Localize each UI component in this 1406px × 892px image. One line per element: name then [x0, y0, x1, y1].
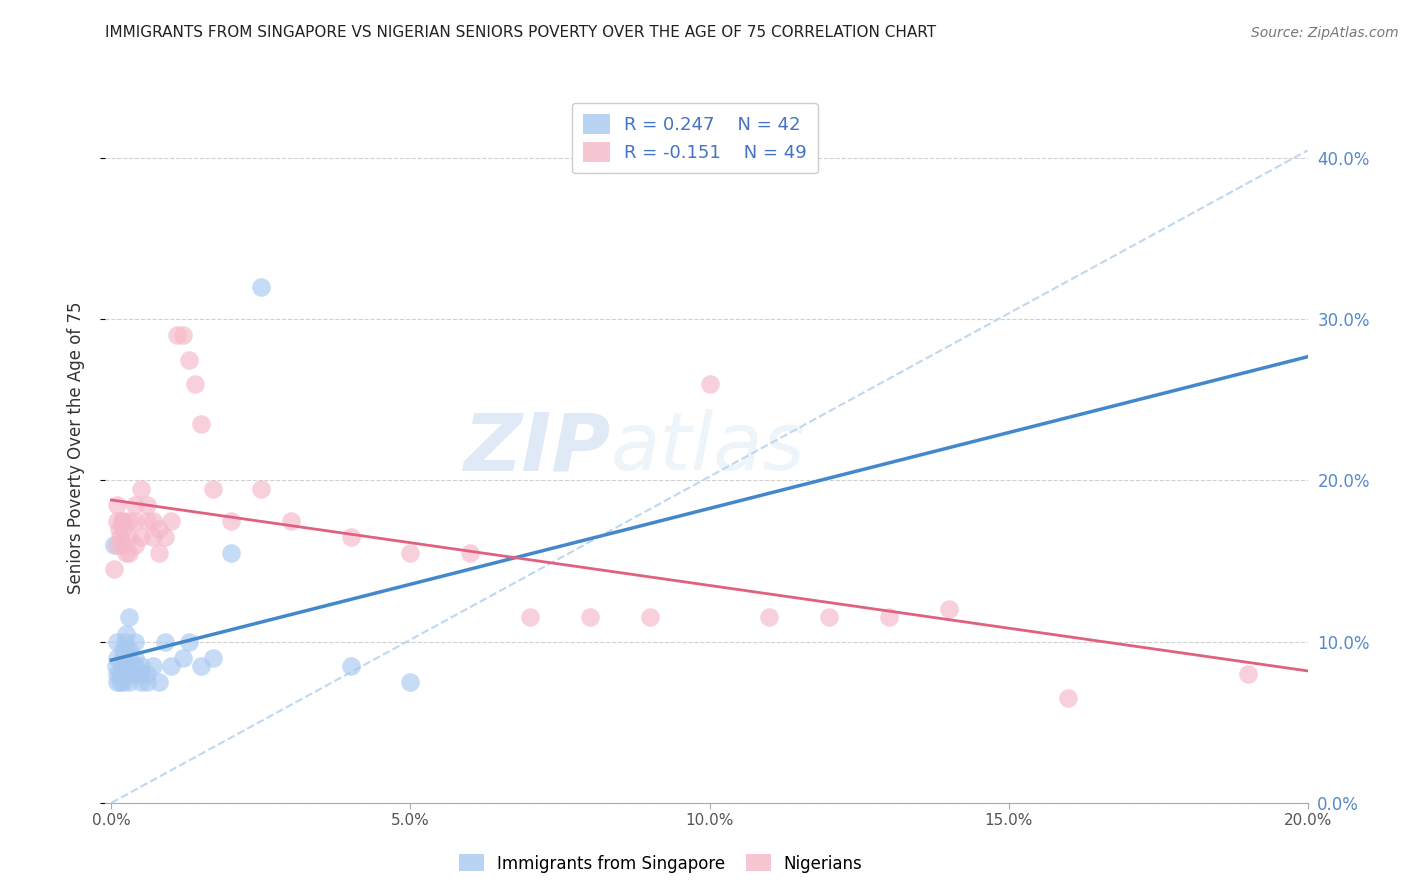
Point — [111, 658, 134, 673]
Point — [103, 562, 125, 576]
Point — [219, 546, 242, 560]
Point — [136, 666, 159, 681]
Point — [160, 658, 183, 673]
Point — [190, 658, 212, 673]
Point — [638, 610, 661, 624]
Point — [399, 546, 422, 560]
Point — [115, 626, 138, 640]
Point — [142, 530, 165, 544]
Text: atlas: atlas — [610, 409, 806, 487]
Point — [103, 538, 125, 552]
Point — [118, 514, 141, 528]
Point — [1236, 666, 1258, 681]
Point — [219, 514, 242, 528]
Point — [110, 674, 132, 689]
Point — [142, 514, 165, 528]
Point — [124, 538, 146, 552]
Point — [172, 650, 194, 665]
Point — [131, 674, 153, 689]
Point — [148, 674, 170, 689]
Point — [124, 658, 146, 673]
Point — [118, 666, 141, 681]
Point — [105, 658, 128, 673]
Point — [1057, 691, 1080, 706]
Point — [107, 634, 129, 648]
Text: IMMIGRANTS FROM SINGAPORE VS NIGERIAN SENIORS POVERTY OVER THE AGE OF 75 CORRELA: IMMIGRANTS FROM SINGAPORE VS NIGERIAN SE… — [105, 25, 936, 40]
Point — [118, 674, 141, 689]
Point — [112, 666, 135, 681]
Point — [142, 658, 165, 673]
Point — [118, 642, 141, 657]
Point — [699, 376, 721, 391]
Point — [118, 610, 141, 624]
Point — [114, 634, 136, 648]
Point — [131, 530, 153, 544]
Point — [399, 674, 422, 689]
Point — [107, 498, 129, 512]
Point — [160, 514, 183, 528]
Point — [111, 514, 134, 528]
Point — [339, 658, 361, 673]
Point — [107, 514, 129, 528]
Point — [112, 642, 135, 657]
Point — [155, 634, 177, 648]
Point — [758, 610, 780, 624]
Point — [110, 666, 132, 681]
Point — [124, 650, 146, 665]
Point — [115, 546, 138, 560]
Point — [124, 514, 146, 528]
Point — [118, 530, 141, 544]
Point — [155, 530, 177, 544]
Point — [112, 538, 135, 552]
Point — [131, 658, 153, 673]
Point — [280, 514, 302, 528]
Point — [124, 498, 146, 512]
Point — [136, 498, 159, 512]
Point — [112, 658, 135, 673]
Point — [131, 482, 153, 496]
Legend: R = 0.247    N = 42, R = -0.151    N = 49: R = 0.247 N = 42, R = -0.151 N = 49 — [572, 103, 818, 173]
Point — [148, 522, 170, 536]
Point — [818, 610, 841, 624]
Point — [166, 328, 188, 343]
Point — [250, 482, 273, 496]
Point — [107, 650, 129, 665]
Text: ZIP: ZIP — [463, 409, 610, 487]
Point — [110, 530, 132, 544]
Point — [118, 650, 141, 665]
Point — [202, 482, 225, 496]
Point — [250, 280, 273, 294]
Point — [519, 610, 541, 624]
Point — [136, 514, 159, 528]
Point — [202, 650, 225, 665]
Point — [107, 522, 129, 536]
Point — [179, 352, 201, 367]
Point — [938, 602, 960, 616]
Point — [112, 514, 135, 528]
Point — [124, 666, 146, 681]
Point — [148, 546, 170, 560]
Point — [877, 610, 900, 624]
Y-axis label: Seniors Poverty Over the Age of 75: Seniors Poverty Over the Age of 75 — [66, 302, 84, 594]
Legend: Immigrants from Singapore, Nigerians: Immigrants from Singapore, Nigerians — [453, 847, 869, 880]
Point — [339, 530, 361, 544]
Point — [112, 522, 135, 536]
Point — [179, 634, 201, 648]
Point — [190, 417, 212, 431]
Point — [172, 328, 194, 343]
Point — [107, 674, 129, 689]
Point — [112, 674, 135, 689]
Point — [184, 376, 207, 391]
Point — [107, 538, 129, 552]
Point — [136, 674, 159, 689]
Point — [458, 546, 481, 560]
Point — [124, 634, 146, 648]
Point — [118, 546, 141, 560]
Point — [579, 610, 602, 624]
Point — [107, 666, 129, 681]
Point — [131, 666, 153, 681]
Point — [112, 650, 135, 665]
Text: Source: ZipAtlas.com: Source: ZipAtlas.com — [1251, 26, 1399, 40]
